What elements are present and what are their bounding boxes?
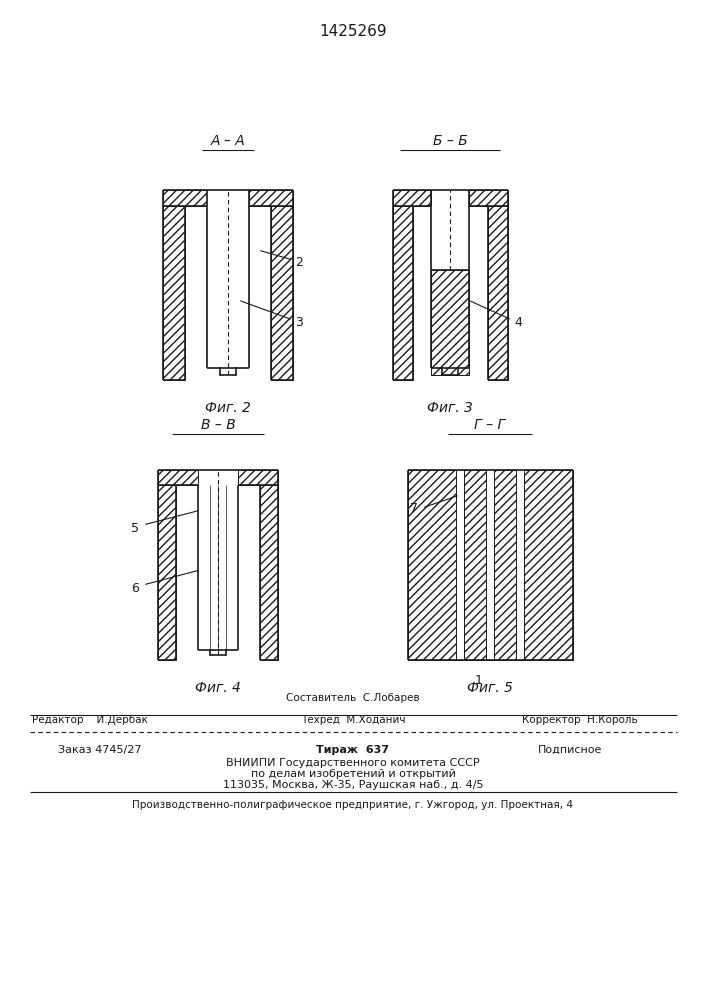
Text: 3: 3: [295, 316, 303, 330]
Text: Б – Б: Б – Б: [433, 134, 467, 148]
Text: 7: 7: [410, 502, 418, 514]
Text: Заказ 4745/27: Заказ 4745/27: [58, 745, 141, 755]
Bar: [407, 470, 573, 660]
Text: Фиг. 5: Фиг. 5: [467, 681, 513, 695]
Text: Корректор  Н.Король: Корректор Н.Король: [522, 715, 638, 725]
Text: А – А: А – А: [211, 134, 245, 148]
Text: Производственно-полиграфическое предприятие, г. Ужгород, ул. Проектная, 4: Производственно-полиграфическое предприя…: [132, 800, 573, 810]
Bar: [163, 206, 185, 380]
Bar: [431, 206, 469, 270]
Text: Техред  М.Хoданич: Техред М.Хoданич: [300, 715, 405, 725]
Text: Г – Г: Г – Г: [474, 418, 506, 432]
Text: 5: 5: [131, 522, 139, 534]
Bar: [260, 485, 278, 660]
Text: Фиг. 2: Фиг. 2: [205, 401, 251, 415]
Bar: [392, 190, 431, 206]
Text: Редактор    И.Дербак: Редактор И.Дербак: [32, 715, 148, 725]
Text: Подписное: Подписное: [538, 745, 602, 755]
Text: 113035, Москва, Ж-35, Раушская наб., д. 4/5: 113035, Москва, Ж-35, Раушская наб., д. …: [223, 780, 484, 790]
Text: ВНИИПИ Государственного комитета СССР: ВНИИПИ Государственного комитета СССР: [226, 758, 480, 768]
Text: Тираж  637: Тираж 637: [317, 745, 390, 755]
Text: 6: 6: [131, 582, 139, 594]
Bar: [392, 206, 412, 380]
Bar: [158, 470, 198, 485]
Text: 1: 1: [475, 674, 483, 686]
Bar: [163, 190, 207, 206]
Bar: [271, 206, 293, 380]
Bar: [469, 190, 508, 206]
Text: Составитель  С.Лобарев: Составитель С.Лобарев: [286, 693, 420, 703]
Bar: [238, 470, 278, 485]
Text: Фиг. 3: Фиг. 3: [427, 401, 473, 415]
Text: 4: 4: [514, 316, 522, 330]
Text: 1425269: 1425269: [319, 24, 387, 39]
Bar: [249, 190, 293, 206]
Bar: [431, 270, 469, 375]
Text: Фиг. 4: Фиг. 4: [195, 681, 241, 695]
Text: 2: 2: [295, 256, 303, 269]
Text: В – В: В – В: [201, 418, 235, 432]
Bar: [456, 470, 464, 660]
Bar: [488, 206, 508, 380]
Bar: [207, 190, 249, 380]
Bar: [198, 485, 238, 650]
Bar: [486, 470, 494, 660]
Text: по делам изобретений и открытий: по делам изобретений и открытий: [250, 769, 455, 779]
Bar: [158, 485, 176, 660]
Bar: [516, 470, 524, 660]
